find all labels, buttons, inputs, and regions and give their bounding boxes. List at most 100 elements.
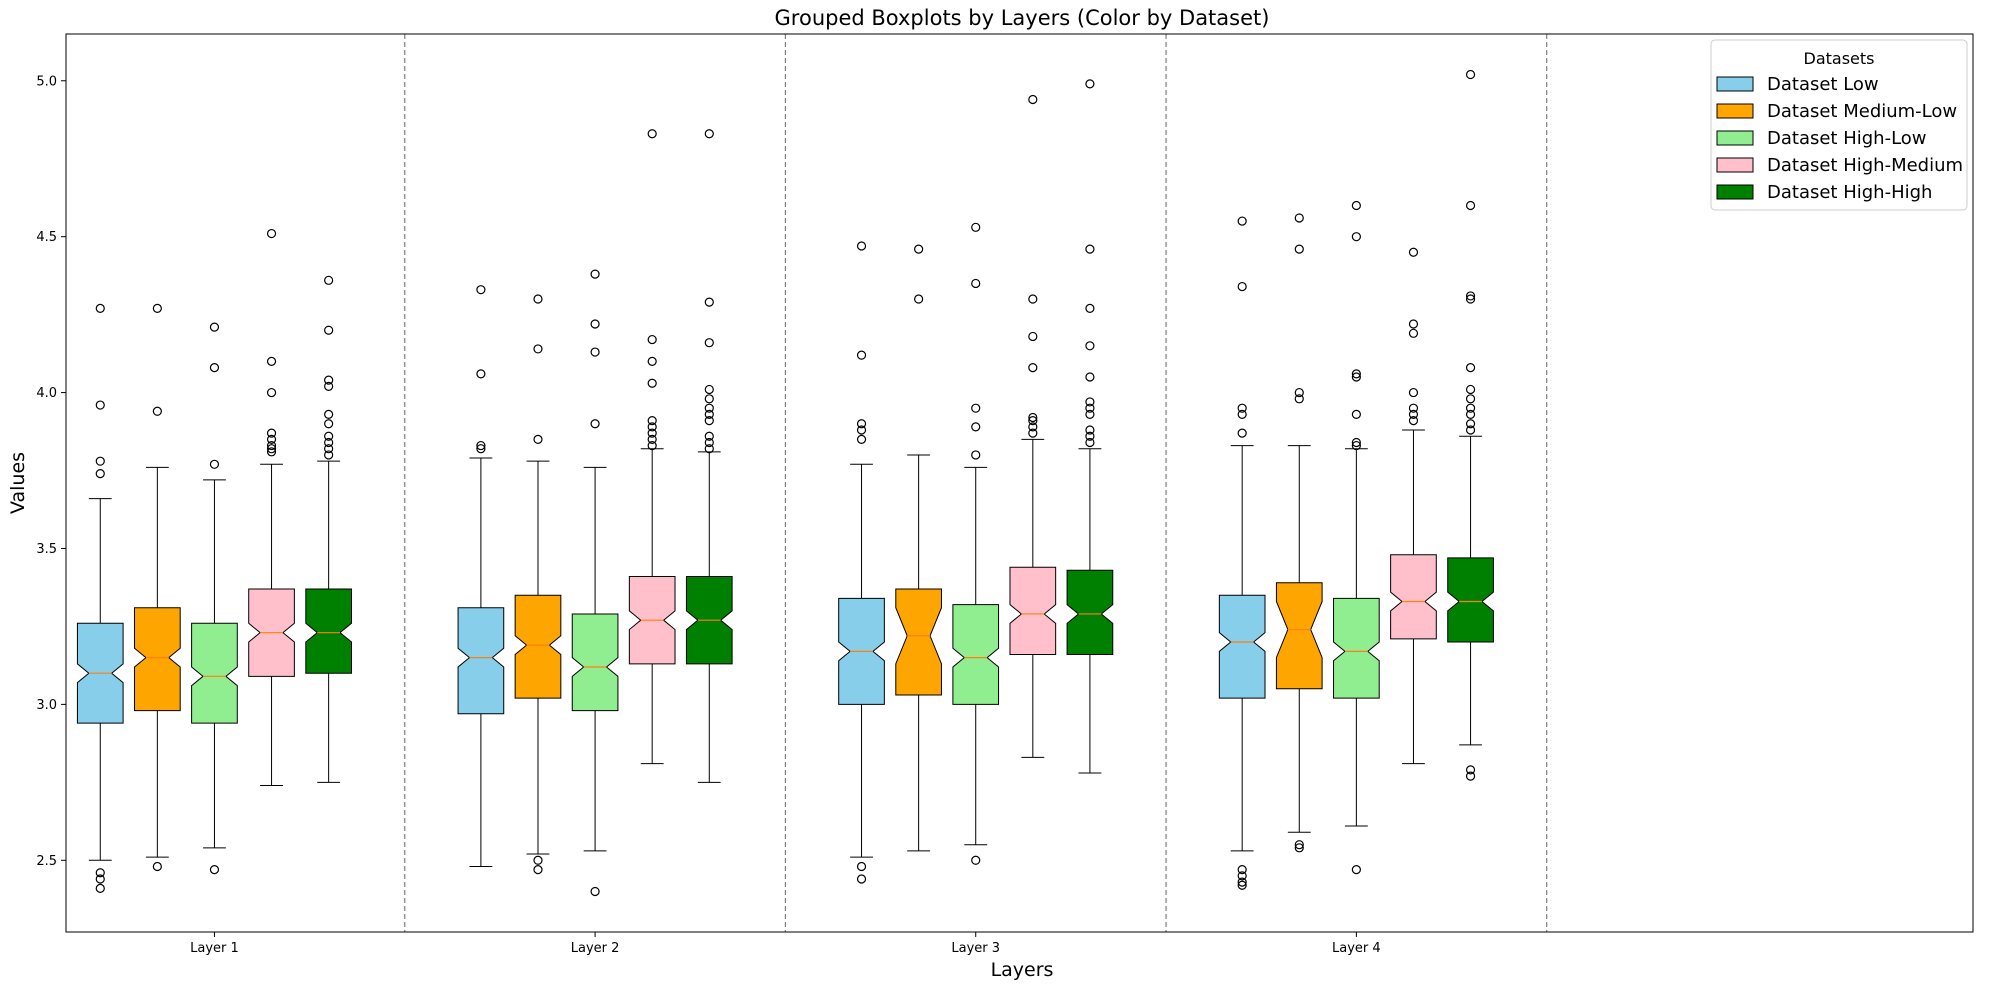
outlier-point [1237,216,1247,226]
outlier-point [1028,428,1038,438]
box-body [1066,569,1114,655]
outlier-point [324,375,334,385]
outlier-point [1294,394,1304,404]
box-2-1 [571,269,619,897]
outlier-point [1237,871,1247,881]
legend-swatch [1716,184,1754,200]
outlier-point [704,384,714,395]
outlier-point [971,403,981,413]
outlier-point [476,440,486,451]
outlier-point [324,444,334,454]
legend-label: Dataset Medium-Low [1767,101,1957,122]
outlier-point [476,285,486,295]
y-tick-label: 3.5 [36,542,57,557]
outlier-point [533,865,543,875]
outlier-point [1294,843,1304,853]
outlier-point [704,394,714,404]
legend-title: Datasets [1804,49,1875,68]
legend-label: Dataset High-High [1767,182,1932,203]
outlier-point [1465,363,1476,373]
outlier-point [647,434,657,444]
outlier-point [1351,372,1361,382]
box-3-1 [628,129,676,765]
outlier-point [1408,416,1419,426]
outlier-point [856,350,867,360]
outlier-point [704,297,714,307]
x-tick-label: Layer 3 [951,941,1000,956]
outlier-point [1028,422,1038,432]
outlier-point [1085,403,1095,413]
box-2-3 [1333,200,1380,875]
outlier-point [971,855,981,865]
outlier-point [324,325,334,335]
outlier-point [533,434,543,444]
outlier-point [209,459,220,469]
outlier-point [95,400,105,410]
x-tick-label: Layer 2 [571,941,620,956]
outlier-point [1408,247,1419,257]
box-2-2 [952,222,1000,865]
outlier-point [1085,341,1095,351]
box-body [1333,597,1380,699]
outlier-point [533,855,543,865]
outlier-point [1465,425,1476,435]
outlier-point [324,275,334,285]
outlier-point [971,222,981,232]
box-1-3 [1275,213,1323,853]
outlier-point [647,422,657,432]
outlier-point [856,241,867,251]
y-tick-label: 3.0 [36,698,57,713]
outlier-point [1085,431,1095,441]
outlier-point [590,269,600,279]
outlier-point [1351,369,1361,379]
y-tick-label: 4.5 [36,230,57,245]
outlier-point [704,129,714,139]
box-1-0 [134,303,181,872]
outlier-point [1294,840,1304,850]
y-axis-label: Values [7,452,29,514]
outlier-point [1465,291,1476,301]
box-4-0 [305,275,352,783]
outlier-point [324,437,334,448]
outlier-point [324,409,334,420]
box-0-2 [838,241,885,884]
legend-swatch [1716,76,1754,92]
outlier-point [1237,281,1247,292]
outlier-point [1408,319,1419,329]
outlier-point [1294,244,1304,254]
box-body [1275,582,1323,690]
outlier-point [209,322,220,332]
chart-title: Grouped Boxplots by Layers (Color by Dat… [775,6,1270,30]
x-axis-ticks: Layer 1 Layer 2 Layer 3 Layer 4 [190,932,1381,956]
outlier-point [914,294,924,304]
outlier-point [704,416,714,426]
y-tick-label: 4.0 [36,386,57,401]
legend-swatch [1716,130,1754,146]
outlier-point [1085,425,1095,435]
outlier-point [95,303,105,313]
box-3-3 [1390,247,1437,765]
box-body [134,607,181,712]
outlier-point [266,356,277,366]
outlier-point [704,409,714,420]
outlier-point [152,861,162,872]
outlier-point [704,403,714,413]
outlier-point [95,868,105,878]
box-1-1 [514,294,562,875]
outlier-point [95,874,105,884]
outlier-point [647,129,657,139]
outlier-point [1465,419,1476,429]
box-0-1 [457,285,505,868]
outlier-point [647,334,657,345]
outlier-point [647,416,657,426]
outlier-point [1028,363,1038,373]
box-3-0 [248,228,295,786]
outlier-point [1028,416,1038,426]
outlier-point [1408,403,1419,413]
box-4-3 [1447,69,1494,781]
box-body [305,588,352,674]
box-4-1 [685,129,733,783]
outlier-point [971,278,981,289]
outlier-point [266,434,277,444]
